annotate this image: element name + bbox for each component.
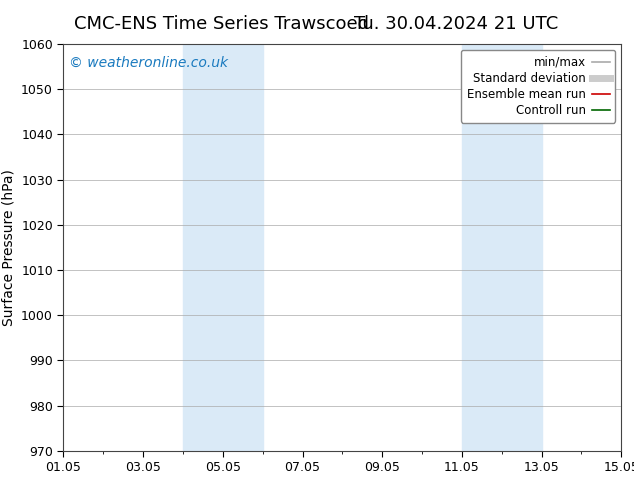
Text: © weatheronline.co.uk: © weatheronline.co.uk xyxy=(69,56,228,70)
Text: CMC-ENS Time Series Trawscoed: CMC-ENS Time Series Trawscoed xyxy=(74,15,370,33)
Legend: min/max, Standard deviation, Ensemble mean run, Controll run: min/max, Standard deviation, Ensemble me… xyxy=(461,50,616,122)
Bar xyxy=(462,44,541,451)
Y-axis label: Surface Pressure (hPa): Surface Pressure (hPa) xyxy=(1,169,16,326)
Bar xyxy=(183,44,262,451)
Text: Tu. 30.04.2024 21 UTC: Tu. 30.04.2024 21 UTC xyxy=(354,15,559,33)
